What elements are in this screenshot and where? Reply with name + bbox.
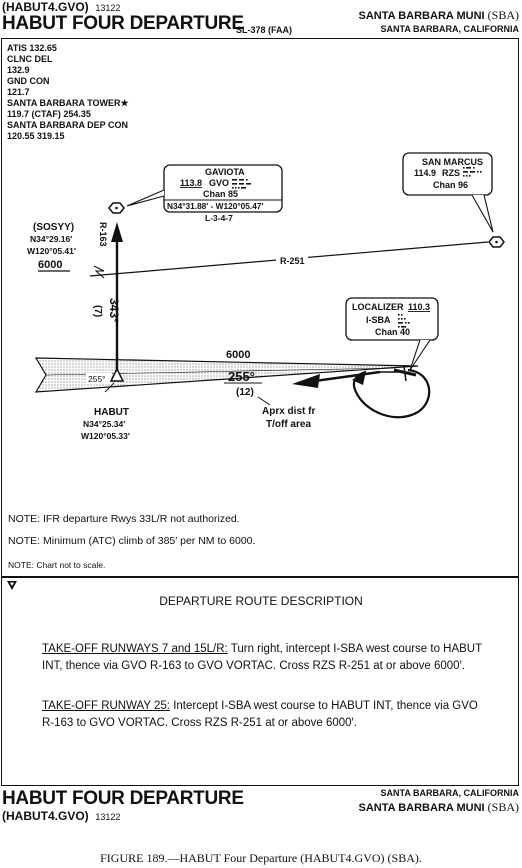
right-turn-loop <box>352 368 431 419</box>
comms-dep-freq: 120.55 319.15 <box>7 131 65 141</box>
gaviota-sectional: L-3-4-7 <box>205 213 233 223</box>
description-para-rwy25-text: Intercept I-SBA west course to HABUT INT… <box>42 700 478 729</box>
localizer-morse-icon <box>398 314 410 328</box>
footer-city: SANTA BARBARA, CALIFORNIA <box>380 788 520 798</box>
footer-code: (HABUT4.GVO) 13122 <box>2 809 121 823</box>
gaviota-box: GAVIOTA 113.8 GVO Chan 85 N34°31.88′ - W… <box>126 164 283 223</box>
localizer-name: LOCALIZER <box>352 302 404 312</box>
gaviota-morse-icon <box>232 179 251 189</box>
san-marcus-name: SAN MARCUS <box>422 157 483 167</box>
habut-lat: N34°25.34′ <box>83 419 125 429</box>
sosyy-name: (SOSYY) <box>33 222 74 233</box>
chart-id: SL-378 (FAA) <box>236 25 293 35</box>
description-para-rwy7-label: TAKE-OFF RUNWAYS 7 and 15L/R: <box>42 643 228 655</box>
gaviota-name: GAVIOTA <box>205 167 245 177</box>
description-panel <box>1 576 519 786</box>
comms-tower-freq: 119.7 (CTAF) 254.35 <box>7 109 91 119</box>
san-marcus-morse-icon <box>463 167 482 177</box>
description-para-rwy25-label: TAKE-OFF RUNWAY 25: <box>42 700 171 712</box>
runway-icon <box>393 365 417 382</box>
description-para-rwy7-text: Turn right, intercept I-SBA west course … <box>42 643 482 672</box>
procedure-code: (HABUT4.GVO) 13122 <box>2 0 121 14</box>
localizer-freq: 110.3 <box>408 302 430 312</box>
san-marcus-ident: RZS <box>442 168 460 178</box>
comms-clnc-freq: 132.9 <box>7 65 30 75</box>
comms-block: ATIS 132.65 CLNC DEL 132.9 GND CON 121.7… <box>7 43 129 142</box>
gaviota-chan: Chan 85 <box>203 189 238 199</box>
course-255-small-label: 255° <box>88 374 106 384</box>
footer-airport: SANTA BARBARA MUNI (SBA) <box>358 800 520 814</box>
comms-atis: ATIS 132.65 <box>7 43 57 53</box>
map-panel <box>1 38 519 578</box>
note-rwy-33: NOTE: IFR departure Rwys 33L/R not autho… <box>8 513 240 525</box>
san-marcus-box: SAN MARCUS 114.9 RZS Chan 96 <box>402 152 494 233</box>
sosyy-lon: W120°05.41′ <box>27 246 76 256</box>
aprx-dist-line1: Aprx dist fr <box>262 406 315 417</box>
san-marcus-freq: 114.9 <box>414 168 436 178</box>
habut-name: HABUT <box>94 407 129 418</box>
san-marcus-chan: Chan 96 <box>433 180 468 190</box>
gaviota-coords: N34°31.88′ - W120°05.47′ <box>167 201 263 211</box>
gvo-vortac-icon <box>108 202 125 214</box>
distance-7-label: (7) <box>92 305 103 317</box>
course-255-label: 255° <box>228 369 255 384</box>
header: (HABUT4.GVO) 13122 HABUT FOUR DEPARTURE … <box>0 0 522 38</box>
comms-clnc-label: CLNC DEL <box>7 54 53 64</box>
gaviota-ident: GVO <box>209 178 229 188</box>
sosyy-lat: N34°29.16′ <box>30 234 72 244</box>
comms-gnd-label: GND CON <box>7 76 50 86</box>
gaviota-freq: 113.8 <box>180 178 202 188</box>
rzs-vortac-icon <box>488 236 505 248</box>
localizer-box: LOCALIZER 110.3 I-SBA Chan 40 <box>345 297 439 371</box>
description-para-rwy7: TAKE-OFF RUNWAYS 7 and 15L/R: Turn right… <box>42 641 482 675</box>
habut-lon: W120°05.33′ <box>81 431 130 441</box>
footer-code-number: 13122 <box>95 812 121 822</box>
r-163-label: R-163 <box>98 222 108 247</box>
localizer-course: 255° 6000 255° (12) <box>34 349 419 398</box>
description-para-rwy25: TAKE-OFF RUNWAY 25: Intercept I-SBA west… <box>42 698 482 732</box>
note-not-to-scale: NOTE: Chart not to scale. <box>8 560 106 570</box>
note-min-climb: NOTE: Minimum (ATC) climb of 385′ per NM… <box>8 535 256 547</box>
habut-fix-icon <box>104 367 125 393</box>
description-heading: DEPARTURE ROUTE DESCRIPTION <box>159 594 363 608</box>
r-163-route: R-163 343° (7) <box>92 222 123 375</box>
nonstandard-takeoff-icon <box>7 581 17 590</box>
departure-track <box>292 370 400 388</box>
airport-name: SANTA BARBARA MUNI (SBA) <box>358 8 520 22</box>
comms-gnd-freq: 121.7 <box>7 87 30 97</box>
figure-caption: FIGURE 189.—HABUT Four Departure (HABUT4… <box>100 851 422 865</box>
footer-title: HABUT FOUR DEPARTURE <box>2 788 244 809</box>
svg-text:R-251: R-251 <box>280 256 305 266</box>
airport-city: SANTA BARBARA, CALIFORNIA <box>380 24 520 34</box>
procedure-code-number: 13122 <box>95 3 121 13</box>
distance-12-label: (12) <box>236 387 254 398</box>
r-251-radial: R-251 <box>89 241 489 279</box>
sosyy-altitude: 6000 <box>38 259 62 271</box>
localizer-chan: Chan 40 <box>375 327 410 337</box>
page-title: HABUT FOUR DEPARTURE <box>2 13 244 34</box>
comms-tower-label: SANTA BARBARA TOWER★ <box>7 98 129 108</box>
aprx-dist-line2: T/off area <box>266 419 311 430</box>
altitude-6000-label: 6000 <box>226 349 250 361</box>
localizer-ident: I-SBA <box>366 315 391 325</box>
tower-star-icon: ★ <box>120 98 129 108</box>
departure-map: GAVIOTA 113.8 GVO Chan 85 N34°31.88′ - W… <box>27 152 505 441</box>
sosyy-fix: (SOSYY) N34°29.16′ W120°05.41′ 6000 <box>27 222 76 272</box>
comms-dep-label: SANTA BARBARA DEP CON <box>7 120 129 130</box>
course-343-label: 343° <box>107 298 121 323</box>
